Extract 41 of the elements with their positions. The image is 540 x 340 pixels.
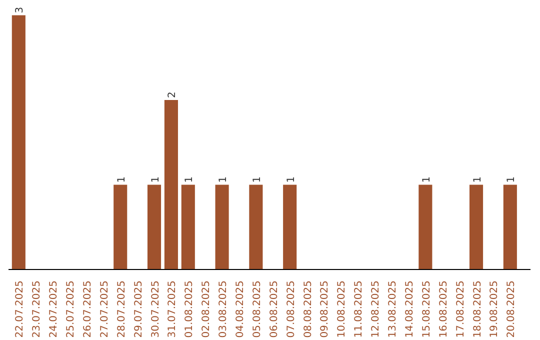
x-tick-label: 09.08.2025 (320, 280, 331, 338)
data-label: 3 (14, 6, 26, 14)
x-tick-label: 29.07.2025 (133, 280, 144, 338)
x-tick-label: 01.08.2025 (184, 280, 196, 338)
data-label: 1 (421, 176, 432, 183)
data-label: 1 (116, 176, 128, 183)
x-tick-label: 11.08.2025 (354, 280, 365, 338)
x-tick-label: 12.08.2025 (370, 280, 382, 338)
data-label: 2 (167, 92, 178, 98)
x-tick-label: 13.08.2025 (388, 280, 399, 338)
x-tick-label: 08.08.2025 (302, 280, 314, 338)
x-tick-label: 05.08.2025 (252, 280, 263, 338)
x-tick-label: 27.07.2025 (99, 280, 110, 338)
x-tick-label: 26.07.2025 (82, 280, 94, 338)
x-tick-label: 22.07.2025 (14, 280, 26, 338)
x-tick-label: 24.07.2025 (48, 280, 60, 338)
x-tick-label: 14.08.2025 (404, 280, 416, 338)
x-tick-label: 07.08.2025 (286, 280, 297, 338)
data-label: 1 (184, 176, 196, 183)
x-tick-label: 20.08.2025 (506, 280, 518, 338)
x-tick-label: 31.07.2025 (167, 280, 178, 338)
data-label: 1 (286, 176, 297, 183)
data-label: 1 (472, 176, 484, 183)
x-tick-label: 19.08.2025 (489, 280, 500, 338)
x-tick-label: 03.08.2025 (218, 280, 230, 338)
data-label: 1 (218, 176, 230, 183)
x-tick-label: 23.07.2025 (32, 280, 43, 338)
x-tick-label: 06.08.2025 (268, 280, 280, 338)
x-tick-label: 18.08.2025 (472, 280, 484, 338)
data-label: 1 (252, 176, 263, 183)
x-tick-label: 10.08.2025 (336, 280, 348, 338)
data-label: 1 (150, 176, 162, 183)
x-tick-label: 17.08.2025 (455, 280, 466, 338)
x-tick-label: 30.07.2025 (150, 280, 162, 338)
x-tick-label: 02.08.2025 (201, 280, 212, 338)
x-tick-label: 25.07.2025 (66, 280, 77, 338)
x-tick-label: 04.08.2025 (234, 280, 246, 338)
x-tick-label: 16.08.2025 (438, 280, 450, 338)
data-label: 1 (506, 176, 518, 183)
x-tick-label: 15.08.2025 (421, 280, 432, 338)
x-tick-label: 28.07.2025 (116, 280, 128, 338)
